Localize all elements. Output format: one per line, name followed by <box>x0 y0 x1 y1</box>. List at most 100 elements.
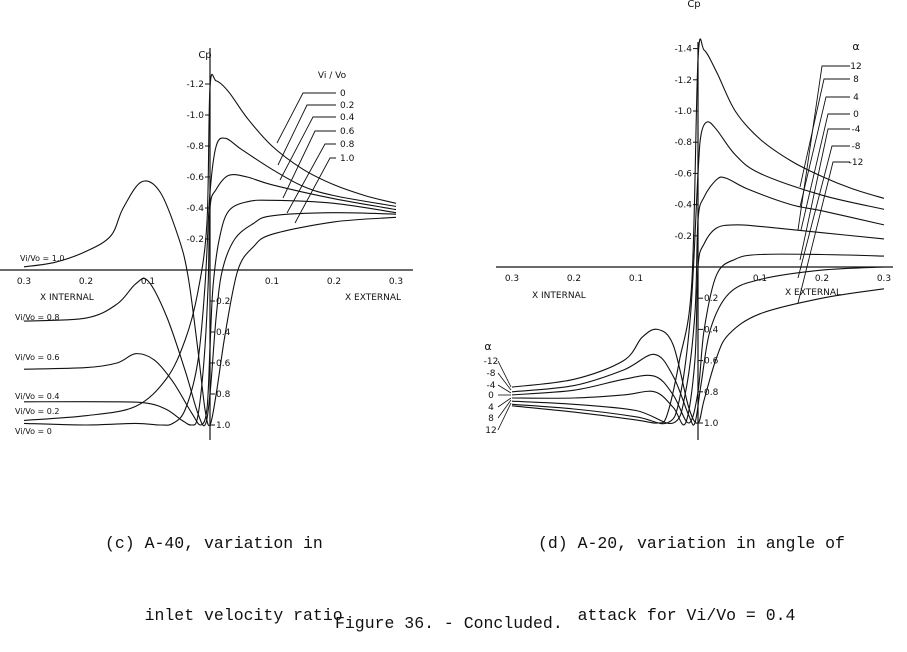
y-tick-label: -1.0 <box>674 107 692 117</box>
y-tick-label: 0.6 <box>704 357 719 367</box>
series-line-0 <box>23 73 397 421</box>
figure-caption: Figure 36. - Concluded. <box>335 614 563 633</box>
legend-leader-line <box>277 104 336 166</box>
caption-c-line-2: inlet velocity ratio <box>105 606 343 625</box>
y-tick-label: 0.8 <box>704 388 719 398</box>
x-internal-label: X INTERNAL <box>532 291 586 301</box>
y-tick-label: -0.8 <box>186 142 204 152</box>
legend-label: -8 <box>487 369 496 379</box>
legend-leader-line <box>497 360 512 388</box>
internal-curve-label: Vi/Vo = 0.6 <box>15 353 59 362</box>
chart-c: Cp X INTERNAL X EXTERNAL 0.3 0.2 0.1 0.1 0.2 0.3… <box>0 48 413 440</box>
legend-leader-line <box>799 96 850 208</box>
legend-leader-line <box>497 402 512 431</box>
legend-label: 0.2 <box>340 101 354 111</box>
y-tick-label: -0.4 <box>674 201 692 211</box>
y-tick-label: -0.4 <box>186 204 204 214</box>
internal-curve-label: Vi/Vo = 1.0 <box>20 254 64 263</box>
legend-label: 0.6 <box>340 127 355 137</box>
x-tick-label: 0.3 <box>877 274 891 284</box>
y-tick-label: -1.0 <box>186 111 204 121</box>
legend-leader-line <box>797 161 850 304</box>
legend-title: Vi / Vo <box>318 71 347 81</box>
y-tick-label: -0.8 <box>674 138 692 148</box>
legend-label: 0 <box>853 110 859 120</box>
y-tick-label: -1.2 <box>186 80 204 90</box>
legend-leader-line <box>799 78 850 188</box>
legend-alpha: α 12 8 4 0 -4 -8 -12 <box>797 40 863 304</box>
caption-c: (c) A-40, variation in inlet velocity ra… <box>105 484 343 652</box>
caption-d-line-2: attack for Vi/Vo = 0.4 <box>538 606 796 625</box>
legend-label: -4 <box>487 381 496 391</box>
caption-d: (d) A-20, variation in angle of attack f… <box>538 484 845 652</box>
internal-curve-label: Vi/Vo = 0.8 <box>15 313 59 322</box>
legend-label: 0 <box>488 391 494 401</box>
x-external-label: X EXTERNAL <box>785 288 841 298</box>
x-tick-label: 0.1 <box>141 277 155 287</box>
x-tick-label: 0.3 <box>505 274 519 284</box>
internal-curve-label: Vi/Vo = 0 <box>15 427 52 436</box>
legend-leader-line <box>799 128 850 261</box>
legend-title: α <box>852 40 859 53</box>
legend-leader-line <box>797 65 850 231</box>
legend-label: -12 <box>484 357 499 367</box>
x-tick-label: 0.1 <box>265 277 279 287</box>
legend-leader-line <box>279 116 336 181</box>
y-tick-label: -0.6 <box>186 173 204 183</box>
y-tick-label: 1.0 <box>216 421 231 431</box>
y-tick-label: -0.6 <box>674 169 692 179</box>
x-tick-label: 0.1 <box>629 274 643 284</box>
series-line-0.8 <box>23 212 397 427</box>
legend-label: 8 <box>488 414 494 424</box>
legend-leader-line <box>800 113 850 231</box>
legend-alpha-internal: α -12 -8 -40 48 12 <box>484 340 512 436</box>
x-tick-label: 0.2 <box>79 277 93 287</box>
caption-c-line-1: (c) A-40, variation in <box>105 534 323 553</box>
y-tick-label: -0.2 <box>674 232 692 242</box>
series-line-12 <box>511 38 885 424</box>
y-tick-label: -1.4 <box>674 45 692 55</box>
x-external-label: X EXTERNAL <box>345 293 401 303</box>
series-line-8 <box>511 121 885 425</box>
x-tick-label: 0.2 <box>815 274 829 284</box>
y-tick-label: 0.2 <box>216 297 230 307</box>
series-line-0.6 <box>23 199 397 426</box>
y-tick-label: 0.4 <box>704 325 719 335</box>
legend-label: 0 <box>340 89 346 99</box>
series-line--12 <box>511 288 885 424</box>
series-line-0.4 <box>23 174 397 426</box>
y-axis-label: Cp <box>687 0 700 10</box>
x-tick-label: 0.3 <box>17 277 31 287</box>
legend-label: 12 <box>850 62 861 72</box>
legend-leader-line <box>276 92 336 144</box>
y-tick-label: -1.2 <box>674 76 692 86</box>
legend-vi-vo: Vi / Vo 0 0.2 0.4 0.6 0.8 1.0 Vi/Vo = 1.0 Vi/Vo … <box>15 71 355 436</box>
series-line-4 <box>511 176 885 425</box>
series-line-0.2 <box>23 137 397 426</box>
y-tick-label: 0.8 <box>216 390 231 400</box>
legend-leader-line <box>497 372 512 391</box>
legend-leader-line <box>497 384 512 394</box>
caption-d-line-1: (d) A-20, variation in angle of <box>538 534 845 553</box>
y-tick-label: 1.0 <box>704 419 719 429</box>
legend-leader-line <box>797 145 850 279</box>
x-tick-label: 0.3 <box>389 277 403 287</box>
y-axis-label: Cp <box>198 50 211 61</box>
x-internal-label: X INTERNAL <box>40 293 94 303</box>
legend-leader-line <box>282 130 336 199</box>
y-tick-label: 0.2 <box>704 294 718 304</box>
series-line--4 <box>511 253 885 424</box>
y-tick-label: 0.4 <box>216 328 231 338</box>
legend-label: 1.0 <box>340 154 355 164</box>
internal-curve-label: Vi/Vo = 0.4 <box>15 392 59 401</box>
legend-label: -4 <box>852 125 861 135</box>
internal-curve-label: Vi/Vo = 0.2 <box>15 407 59 416</box>
y-tick-label: -0.2 <box>186 235 204 245</box>
series-line-0 <box>511 224 885 426</box>
legend-leader-line <box>497 397 512 408</box>
legend-label: 0.4 <box>340 113 355 123</box>
legend-title: α <box>484 340 491 353</box>
series-line-1.0 <box>23 180 397 427</box>
y-tick-label: 0.6 <box>216 359 231 369</box>
